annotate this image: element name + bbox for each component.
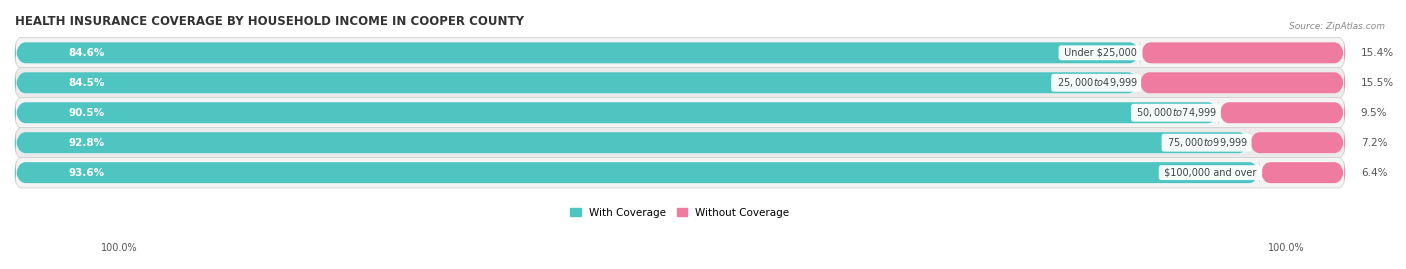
Text: 6.4%: 6.4% <box>1361 168 1388 178</box>
FancyBboxPatch shape <box>15 99 1219 126</box>
Text: HEALTH INSURANCE COVERAGE BY HOUSEHOLD INCOME IN COOPER COUNTY: HEALTH INSURANCE COVERAGE BY HOUSEHOLD I… <box>15 15 524 28</box>
Text: 100.0%: 100.0% <box>1268 243 1305 253</box>
Text: 93.6%: 93.6% <box>69 168 104 178</box>
FancyBboxPatch shape <box>15 39 1140 66</box>
FancyBboxPatch shape <box>15 68 1346 98</box>
Text: 84.6%: 84.6% <box>69 48 104 58</box>
FancyBboxPatch shape <box>1219 99 1344 126</box>
Text: 92.8%: 92.8% <box>69 138 104 148</box>
FancyBboxPatch shape <box>1139 69 1344 96</box>
Text: $50,000 to $74,999: $50,000 to $74,999 <box>1133 106 1219 119</box>
Text: Source: ZipAtlas.com: Source: ZipAtlas.com <box>1289 22 1385 30</box>
FancyBboxPatch shape <box>15 38 1346 68</box>
Text: 90.5%: 90.5% <box>69 108 104 118</box>
Text: 84.5%: 84.5% <box>69 78 104 88</box>
FancyBboxPatch shape <box>15 159 1260 186</box>
Text: $75,000 to $99,999: $75,000 to $99,999 <box>1164 136 1249 149</box>
Text: $25,000 to $49,999: $25,000 to $49,999 <box>1053 76 1139 89</box>
FancyBboxPatch shape <box>15 69 1139 96</box>
FancyBboxPatch shape <box>15 129 1249 156</box>
Text: 7.2%: 7.2% <box>1361 138 1388 148</box>
FancyBboxPatch shape <box>1140 39 1344 66</box>
FancyBboxPatch shape <box>1260 159 1344 186</box>
FancyBboxPatch shape <box>1249 129 1344 156</box>
Text: 15.4%: 15.4% <box>1361 48 1393 58</box>
Text: Under $25,000: Under $25,000 <box>1062 48 1140 58</box>
Text: 9.5%: 9.5% <box>1361 108 1388 118</box>
FancyBboxPatch shape <box>15 97 1346 128</box>
FancyBboxPatch shape <box>15 128 1346 158</box>
Text: 15.5%: 15.5% <box>1361 78 1393 88</box>
Text: $100,000 and over: $100,000 and over <box>1161 168 1260 178</box>
Legend: With Coverage, Without Coverage: With Coverage, Without Coverage <box>567 204 793 222</box>
FancyBboxPatch shape <box>15 157 1346 188</box>
Text: 100.0%: 100.0% <box>101 243 138 253</box>
